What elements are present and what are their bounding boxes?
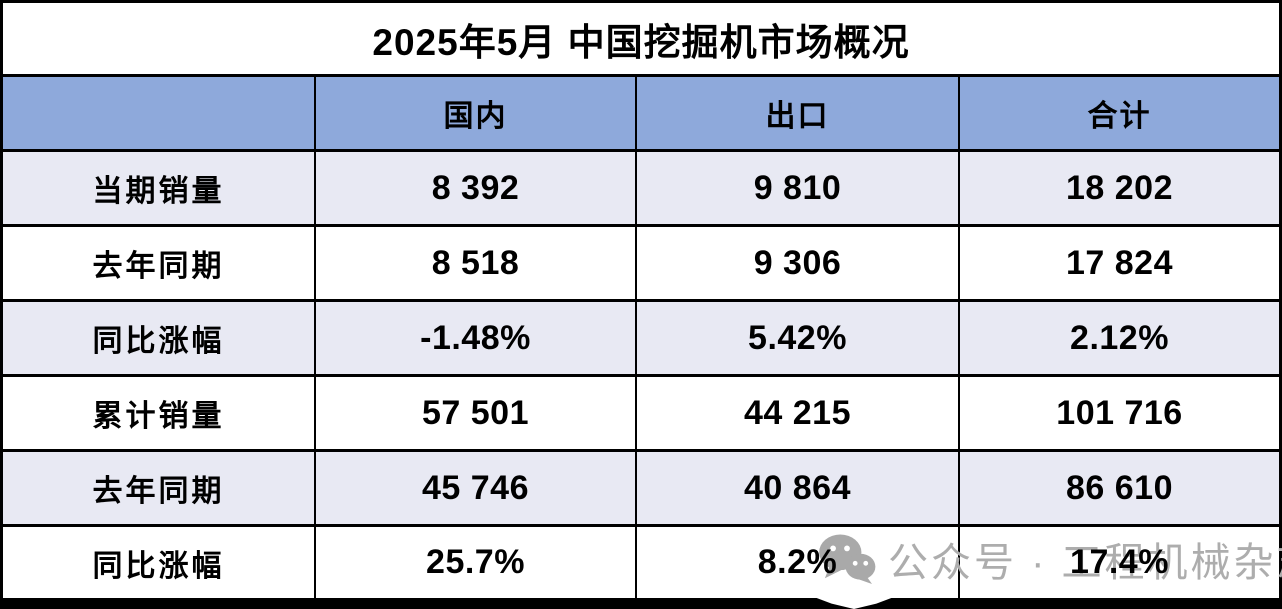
title-bar: 2025年5月 中国挖掘机市场概况 [0, 0, 1282, 77]
table-cell: 86 610 [960, 449, 1279, 524]
header-label: 出口 [765, 100, 830, 133]
table-cell: 57 501 [316, 374, 637, 449]
table-cell: 25.7% [316, 524, 637, 598]
row-label: 同比涨幅 [92, 325, 225, 358]
row-label: 去年同期 [92, 475, 225, 508]
cell-value: 17.4% [1070, 543, 1169, 581]
cell-value: 44 215 [744, 393, 851, 432]
table-cell: 5.42% [637, 299, 960, 374]
header-cell-export: 出口 [637, 77, 960, 149]
table-cell: 17 824 [960, 224, 1279, 299]
table-cell: 8.2% [637, 524, 960, 598]
cell-value: 9 810 [753, 168, 842, 207]
table-cell: 9 306 [637, 224, 960, 299]
table-cell: 45 746 [316, 449, 637, 524]
header-label: 合计 [1087, 100, 1152, 133]
table-cell: 2.12% [960, 299, 1279, 374]
table-cell: 17.4% [960, 524, 1279, 598]
row-label-cell: 同比涨幅 [3, 524, 316, 598]
cell-value: 40 864 [744, 468, 851, 507]
data-table: 国内 出口 合计 当期销量 8 392 9 810 18 202 去年同期 8 … [0, 77, 1282, 598]
cell-value: 9 306 [753, 243, 842, 282]
header-cell-domestic: 国内 [316, 77, 637, 149]
cell-value: 8.2% [757, 543, 838, 581]
bottom-border-bar [0, 598, 1282, 609]
row-label-cell: 去年同期 [3, 449, 316, 524]
row-label: 去年同期 [92, 250, 225, 283]
cell-value: 5.42% [748, 318, 847, 357]
table-cell: 101 716 [960, 374, 1279, 449]
cell-value: 2.12% [1070, 318, 1169, 357]
row-label: 当期销量 [92, 175, 225, 208]
cell-value: 17 824 [1066, 243, 1173, 282]
row-label-cell: 去年同期 [3, 224, 316, 299]
table-cell: -1.48% [316, 299, 637, 374]
row-label-cell: 当期销量 [3, 149, 316, 224]
cell-value: 57 501 [422, 393, 529, 432]
cell-value: 86 610 [1066, 468, 1173, 507]
row-label: 累计销量 [92, 400, 225, 433]
cell-value: 45 746 [422, 468, 529, 507]
table-cell: 44 215 [637, 374, 960, 449]
cell-value: 8 518 [431, 243, 520, 282]
table-cell: 9 810 [637, 149, 960, 224]
table-cell: 18 202 [960, 149, 1279, 224]
row-label-cell: 同比涨幅 [3, 299, 316, 374]
table-cell: 8 518 [316, 224, 637, 299]
cell-value: -1.48% [420, 318, 531, 357]
row-label: 同比涨幅 [92, 549, 225, 583]
table-cell: 8 392 [316, 149, 637, 224]
header-label: 国内 [443, 100, 508, 133]
page-title: 2025年5月 中国挖掘机市场概况 [372, 21, 910, 63]
table-cell: 40 864 [637, 449, 960, 524]
row-label-cell: 累计销量 [3, 374, 316, 449]
cell-value: 25.7% [426, 543, 525, 581]
cell-value: 8 392 [431, 168, 520, 207]
header-cell-empty [3, 77, 316, 149]
cell-value: 18 202 [1066, 168, 1173, 207]
header-cell-total: 合计 [960, 77, 1279, 149]
cell-value: 101 716 [1056, 393, 1183, 432]
